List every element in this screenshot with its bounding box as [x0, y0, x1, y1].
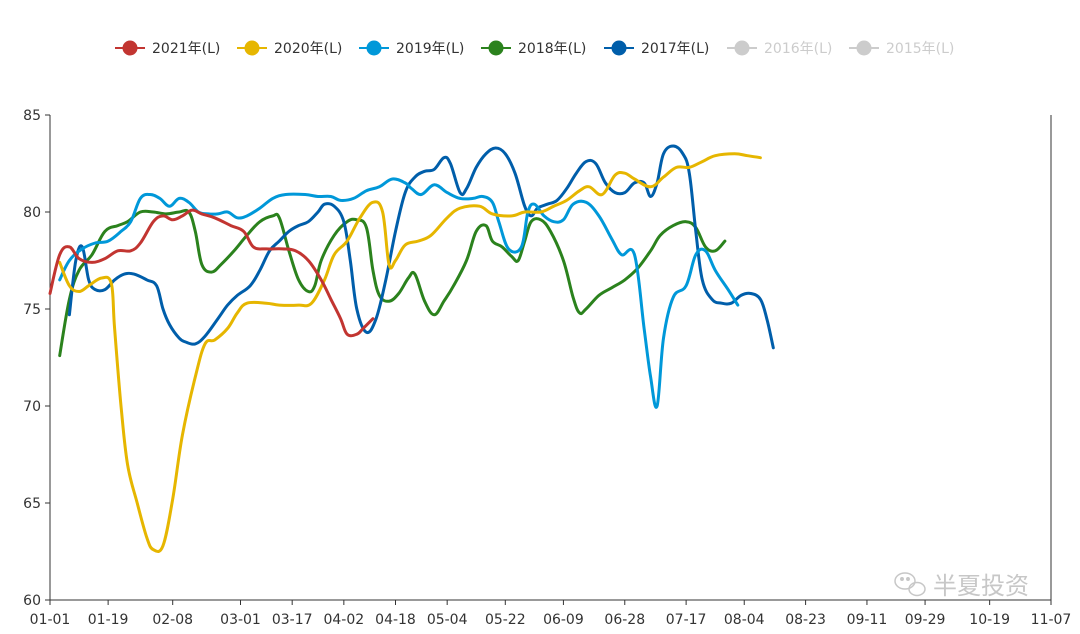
watermark-text: 半夏投资	[933, 572, 1029, 600]
x-tick-label: 03-01	[220, 612, 261, 628]
x-tick-label: 07-17	[666, 612, 707, 628]
y-tick-label: 65	[23, 496, 41, 512]
legend-marker	[856, 40, 872, 56]
legend-label: 2018年(L)	[518, 41, 586, 57]
legend-item[interactable]: 2021年(L)	[115, 40, 220, 58]
x-tick-label: 08-23	[785, 612, 826, 628]
y-tick-label: 70	[23, 399, 41, 415]
x-tick-label: 09-29	[905, 612, 946, 628]
wechat-icon	[894, 572, 926, 597]
legend-marker	[488, 40, 504, 56]
x-tick-label: 03-17	[272, 612, 313, 628]
legend-item[interactable]: 2019年(L)	[359, 40, 464, 58]
legend-item[interactable]: 2018年(L)	[481, 40, 586, 58]
series-line-2019年(L)[interactable]	[58, 177, 740, 409]
legend-label: 2021年(L)	[152, 41, 220, 57]
legend-marker	[244, 40, 260, 56]
legend-marker	[366, 40, 382, 56]
legend-label: 2019年(L)	[396, 41, 464, 57]
legend[interactable]: 2021年(L) 2020年(L) 2019年(L) 2018年(L) 2017年(L)…	[115, 40, 954, 58]
x-axis: 01-01 01-19 02-08 03-01 03-17 04-02 04-18 05-04…	[30, 599, 1072, 628]
x-tick-label: 05-04	[427, 612, 468, 628]
legend-item[interactable]: 2015年(L)	[849, 40, 954, 58]
x-tick-label: 04-18	[375, 612, 416, 628]
x-tick-label: 01-19	[88, 612, 129, 628]
legend-item[interactable]: 2017年(L)	[604, 40, 709, 58]
series-line-2017年(L)[interactable]	[67, 144, 775, 350]
y-tick-label: 60	[23, 593, 41, 609]
legend-marker	[611, 40, 627, 56]
y-tick-label: 80	[23, 205, 41, 221]
watermark: 半夏投资	[894, 572, 1029, 600]
x-tick-label: 01-01	[30, 612, 71, 628]
x-tick-label: 09-11	[847, 612, 888, 628]
legend-item[interactable]: 2020年(L)	[237, 40, 342, 58]
x-tick-label: 10-19	[969, 612, 1010, 628]
legend-marker	[122, 40, 138, 56]
x-tick-label: 02-08	[152, 612, 193, 628]
series-line-2021年(L)[interactable]	[48, 208, 375, 338]
legend-item[interactable]: 2016年(L)	[727, 40, 832, 58]
x-tick-label: 08-04	[724, 612, 765, 628]
x-tick-label: 06-28	[604, 612, 645, 628]
x-tick-label: 05-22	[485, 612, 526, 628]
y-axis: 60 65 70 75 80 85	[23, 108, 1052, 609]
legend-label: 2015年(L)	[886, 41, 954, 57]
x-tick-label: 11-07	[1031, 612, 1072, 628]
y-tick-label: 75	[23, 302, 41, 318]
x-tick-label: 04-02	[323, 612, 364, 628]
legend-label: 2020年(L)	[274, 41, 342, 57]
legend-label: 2016年(L)	[764, 41, 832, 57]
legend-marker	[734, 40, 750, 56]
x-tick-label: 06-09	[543, 612, 584, 628]
series-line-2018年(L)[interactable]	[58, 208, 727, 358]
legend-label: 2017年(L)	[641, 41, 709, 57]
y-tick-label: 85	[23, 108, 41, 124]
series-lines	[48, 144, 775, 554]
series-line-2020年(L)[interactable]	[58, 152, 762, 554]
